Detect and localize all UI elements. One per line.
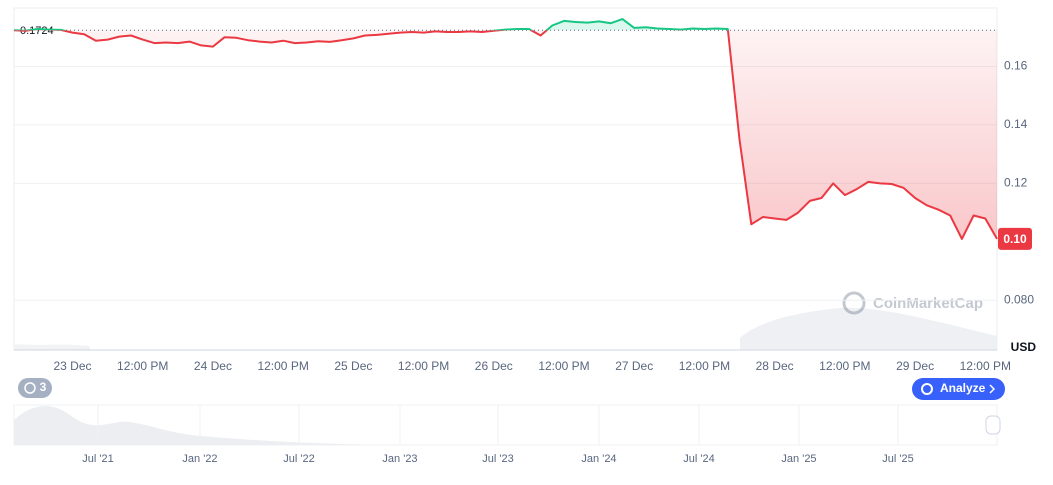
x-tick-label: 29 Dec xyxy=(896,359,934,373)
price-tag-label: 0.10 xyxy=(1003,232,1027,246)
x-tick-label: 12:00 PM xyxy=(960,359,1011,373)
x-tick-label: 12:00 PM xyxy=(679,359,730,373)
price-line xyxy=(13,18,729,31)
x-tick-label: 24 Dec xyxy=(194,359,232,373)
x-tick-label: 27 Dec xyxy=(615,359,653,373)
y-unit: USD xyxy=(1011,340,1037,354)
badge-count: 3 xyxy=(40,380,47,394)
navigator-label: Jul '25 xyxy=(882,453,913,465)
x-tick-label: 12:00 PM xyxy=(398,359,449,373)
navigator-label: Jan '24 xyxy=(581,453,616,465)
navigator-label: Jul '24 xyxy=(683,453,714,465)
x-tick-label: 26 Dec xyxy=(475,359,513,373)
navigator-label: Jan '22 xyxy=(182,453,217,465)
x-tick-label: 12:00 PM xyxy=(257,359,308,373)
watermark-text: CoinMarketCap xyxy=(873,295,983,312)
analyze-button[interactable]: Analyze xyxy=(912,378,1005,400)
volume-area xyxy=(14,344,90,350)
x-tick-label: 12:00 PM xyxy=(819,359,870,373)
y-tick-label: 0.14 xyxy=(1004,117,1028,131)
y-tick-label: 0.080 xyxy=(1004,292,1034,306)
y-tick-label: 0.12 xyxy=(1004,176,1028,190)
y-tick-label: 0.16 xyxy=(1004,59,1028,73)
watermark: CoinMarketCap xyxy=(842,291,983,315)
baseline-label: 0.1724 xyxy=(20,25,54,37)
history-badge[interactable]: 3 xyxy=(18,378,52,398)
navigator-area xyxy=(14,405,400,445)
volume-area xyxy=(740,307,997,350)
analyze-label: Analyze xyxy=(940,381,986,395)
x-tick-label: 23 Dec xyxy=(53,359,91,373)
navigator-label: Jan '23 xyxy=(382,453,417,465)
x-tick-label: 28 Dec xyxy=(756,359,794,373)
navigator-label: Jul '21 xyxy=(82,453,113,465)
navigator-label: Jan '25 xyxy=(781,453,816,465)
navigator-label: Jul '22 xyxy=(283,453,314,465)
area-down xyxy=(14,30,997,239)
navigator-handle[interactable] xyxy=(985,415,1001,435)
navigator-label: Jul '23 xyxy=(482,453,513,465)
x-tick-label: 12:00 PM xyxy=(117,359,168,373)
price-tag xyxy=(998,227,1032,250)
x-tick-label: 12:00 PM xyxy=(538,359,589,373)
x-tick-label: 25 Dec xyxy=(334,359,372,373)
price-line xyxy=(13,30,998,240)
